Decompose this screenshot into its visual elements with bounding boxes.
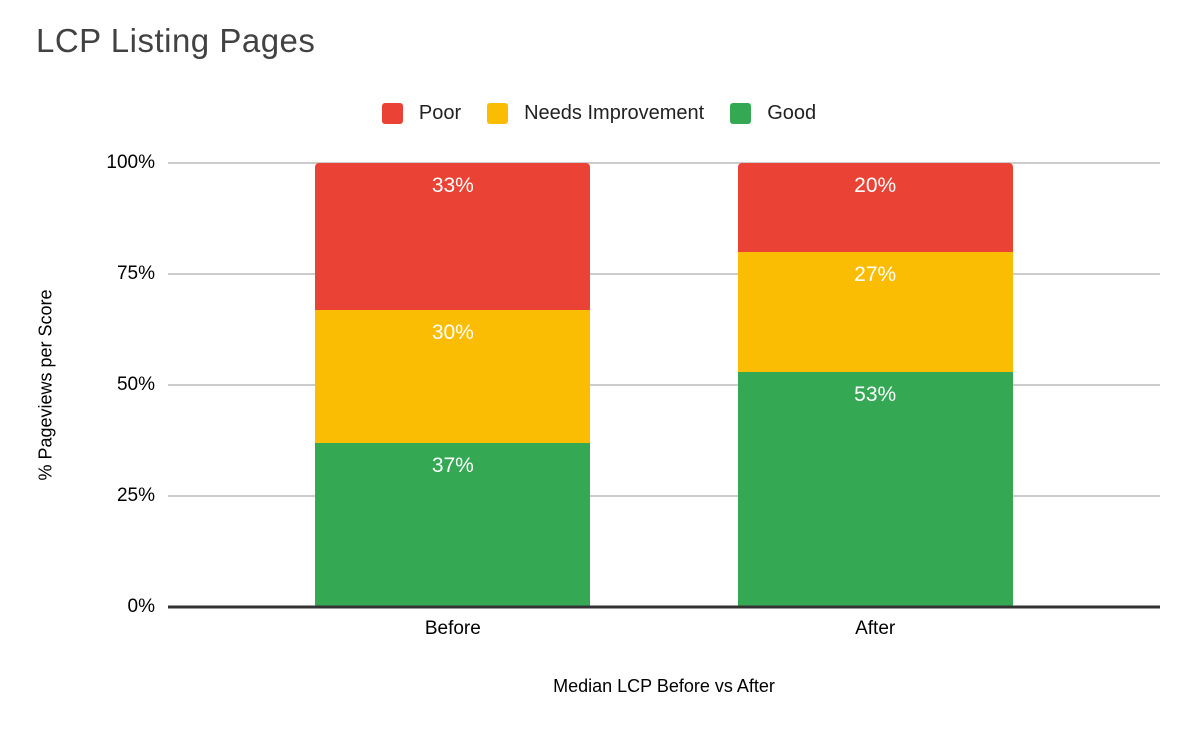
- x-axis-line: [168, 605, 1160, 609]
- legend-swatch-good: [730, 103, 752, 124]
- segment-before-good: 37%: [315, 442, 591, 607]
- legend-label: Needs Improvement: [524, 102, 705, 124]
- y-tick-label: 75%: [116, 263, 155, 284]
- segment-before-poor: 33%: [315, 163, 591, 310]
- segment-after-good: 53%: [737, 371, 1013, 607]
- legend-item-good: Good: [730, 102, 816, 125]
- y-axis-title: % Pageviews per Score: [35, 289, 56, 481]
- segment-after-needs-improvement: 27%: [737, 251, 1013, 372]
- segment-value-label: 27%: [854, 262, 897, 286]
- gridline: [168, 384, 1160, 386]
- category-labels: Before After: [168, 618, 1160, 640]
- plot-area: 33% 30% 37% 20% 27% 53%: [168, 162, 1160, 609]
- x-axis-title: Median LCP Before vs After: [553, 676, 775, 696]
- segment-after-poor: 20%: [737, 163, 1013, 252]
- legend-item-poor: Poor: [381, 102, 462, 125]
- gridline: [168, 162, 1160, 164]
- legend-item-needs-improvement: Needs Improvement: [487, 102, 704, 125]
- gridline: [168, 273, 1160, 275]
- y-tick-label: 0%: [127, 596, 155, 617]
- segment-before-needs-improvement: 30%: [315, 309, 591, 443]
- chart-title: LCP Listing Pages: [36, 22, 316, 59]
- bar-before: 33% 30% 37%: [315, 163, 591, 607]
- category-label-before: Before: [424, 618, 481, 639]
- legend-swatch-needs-improvement: [487, 103, 509, 124]
- legend-label: Good: [767, 102, 817, 124]
- category-label-after: After: [855, 618, 896, 639]
- y-tick-label: 25%: [116, 485, 155, 506]
- segment-value-label: 53%: [854, 382, 897, 406]
- segment-value-label: 37%: [431, 453, 474, 477]
- y-tick-label: 100%: [106, 152, 155, 173]
- segment-value-label: 20%: [854, 174, 897, 197]
- segment-value-label: 30%: [431, 320, 474, 344]
- gridline: [168, 495, 1160, 497]
- segment-value-label: 33%: [431, 174, 474, 197]
- y-tick-label: 50%: [116, 374, 155, 395]
- legend-swatch-poor: [381, 103, 403, 124]
- bars: 33% 30% 37% 20% 27% 53%: [168, 163, 1160, 607]
- legend-label: Poor: [418, 102, 462, 124]
- bar-after: 20% 27% 53%: [737, 163, 1013, 607]
- y-tick-labels: 0% 25% 50% 75% 100%: [60, 152, 155, 617]
- legend: Poor Needs Improvement Good: [0, 102, 1198, 125]
